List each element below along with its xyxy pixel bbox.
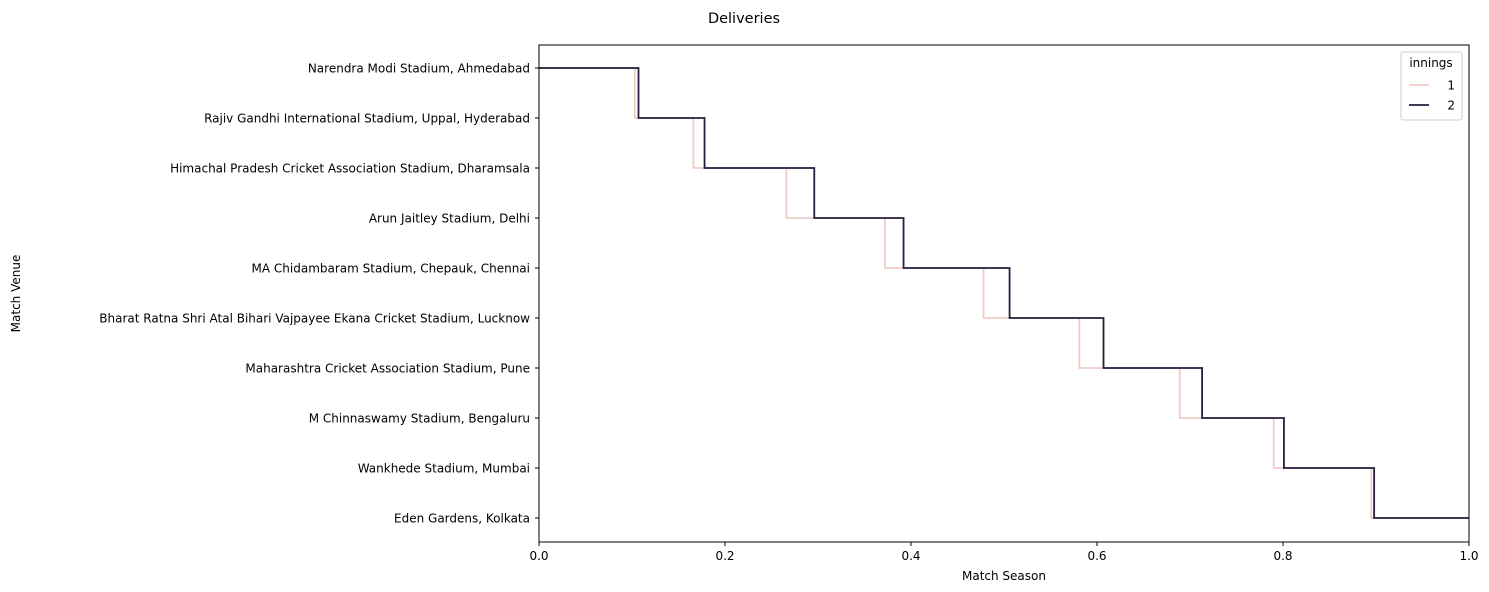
x-axis: 0.0 0.2 0.4 0.6 0.8 1.0 [529, 542, 1479, 563]
y-tick-label: MA Chidambaram Stadium, Chepauk, Chennai [252, 262, 530, 276]
x-axis-title: Match Season [962, 569, 1046, 583]
series-line-innings-1 [539, 67, 1469, 519]
series-layer [539, 67, 1469, 519]
x-tick-label: 0.4 [901, 549, 920, 563]
y-tick-label: Narendra Modi Stadium, Ahmedabad [308, 62, 530, 76]
y-axis: Narendra Modi Stadium, Ahmedabad Rajiv Ga… [99, 62, 539, 526]
y-tick-label: Eden Gardens, Kolkata [394, 512, 530, 526]
y-tick-label: Wankhede Stadium, Mumbai [358, 462, 530, 476]
y-tick-label: Himachal Pradesh Cricket Association Sta… [170, 162, 530, 176]
legend-title: innings [1409, 56, 1452, 70]
y-tick-label: M Chinnaswamy Stadium, Bengaluru [309, 412, 530, 426]
legend-label-1: 1 [1447, 79, 1455, 93]
y-axis-title: Match Venue [9, 255, 23, 333]
chart-title: Deliveries [708, 11, 780, 27]
y-tick-label: Rajiv Gandhi International Stadium, Uppa… [204, 112, 530, 126]
x-tick-label: 1.0 [1459, 549, 1478, 563]
series-line-innings-2 [539, 67, 1469, 519]
x-tick-label: 0.2 [715, 549, 734, 563]
y-tick-label: Maharashtra Cricket Association Stadium,… [245, 362, 530, 376]
x-tick-label: 0.0 [529, 549, 548, 563]
y-tick-label: Bharat Ratna Shri Atal Bihari Vajpayee E… [99, 312, 530, 326]
legend-label-2: 2 [1447, 99, 1455, 113]
legend: innings 1 2 [1400, 51, 1463, 121]
legend-frame [1400, 51, 1463, 121]
y-tick-label: Arun Jaitley Stadium, Delhi [369, 212, 530, 226]
plot-area [538, 44, 1470, 543]
x-tick-label: 0.6 [1087, 549, 1106, 563]
x-tick-label: 0.8 [1273, 549, 1292, 563]
